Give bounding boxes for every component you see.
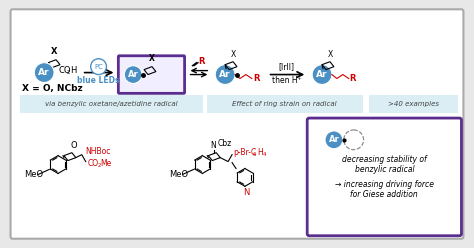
Circle shape [91, 59, 107, 75]
Text: Ar: Ar [128, 70, 138, 79]
Text: decreasing stability of: decreasing stability of [342, 155, 427, 164]
Text: CO: CO [88, 159, 99, 168]
Text: CO: CO [58, 66, 71, 75]
Text: Ar: Ar [316, 70, 328, 79]
Text: via benzylic oxetane/azetidine radical: via benzylic oxetane/azetidine radical [45, 101, 178, 107]
Text: 4: 4 [263, 152, 266, 157]
Text: 2: 2 [67, 70, 71, 75]
Bar [20, 95, 203, 113]
Text: Me: Me [100, 159, 112, 168]
Text: X: X [328, 50, 333, 59]
Text: R: R [199, 57, 205, 66]
Text: X = O, NCbz: X = O, NCbz [22, 84, 83, 93]
Text: for Giese addition: for Giese addition [350, 190, 418, 199]
Circle shape [124, 66, 142, 84]
Text: MeO: MeO [24, 170, 44, 179]
Bar [207, 95, 363, 113]
Text: R: R [253, 74, 259, 83]
Text: Ar: Ar [328, 135, 339, 144]
Text: X: X [230, 50, 236, 59]
Text: O: O [71, 141, 77, 150]
Text: [Irll]: [Irll] [278, 62, 294, 71]
Text: p-Br-C: p-Br-C [233, 148, 256, 157]
Text: then H⁺: then H⁺ [272, 76, 301, 85]
Text: R: R [350, 74, 356, 83]
Text: NHBoc: NHBoc [86, 147, 111, 156]
Text: Cbz: Cbz [217, 139, 231, 148]
Text: N: N [243, 188, 249, 197]
Text: Effect of ring strain on radical: Effect of ring strain on radical [232, 101, 337, 107]
FancyBboxPatch shape [307, 118, 462, 236]
Text: 6: 6 [253, 152, 256, 157]
Text: H: H [257, 148, 263, 157]
Text: H: H [70, 66, 76, 75]
Circle shape [325, 131, 343, 149]
Circle shape [215, 65, 235, 85]
Text: X: X [51, 47, 57, 56]
Circle shape [312, 65, 332, 85]
Text: benzylic radical: benzylic radical [355, 165, 414, 174]
Text: N: N [210, 141, 216, 150]
Bar [368, 95, 457, 113]
Text: PC: PC [94, 64, 103, 70]
Text: MeO: MeO [169, 170, 188, 179]
Text: blue LEDs: blue LEDs [77, 76, 120, 85]
Text: >40 examples: >40 examples [388, 101, 438, 107]
FancyBboxPatch shape [10, 9, 464, 239]
Text: 2: 2 [98, 163, 101, 168]
Text: Ar: Ar [219, 70, 231, 79]
Text: Ar: Ar [38, 68, 50, 77]
Text: X: X [149, 54, 155, 63]
FancyBboxPatch shape [118, 56, 184, 93]
Circle shape [34, 63, 54, 83]
Text: → increasing driving force: → increasing driving force [335, 180, 434, 189]
